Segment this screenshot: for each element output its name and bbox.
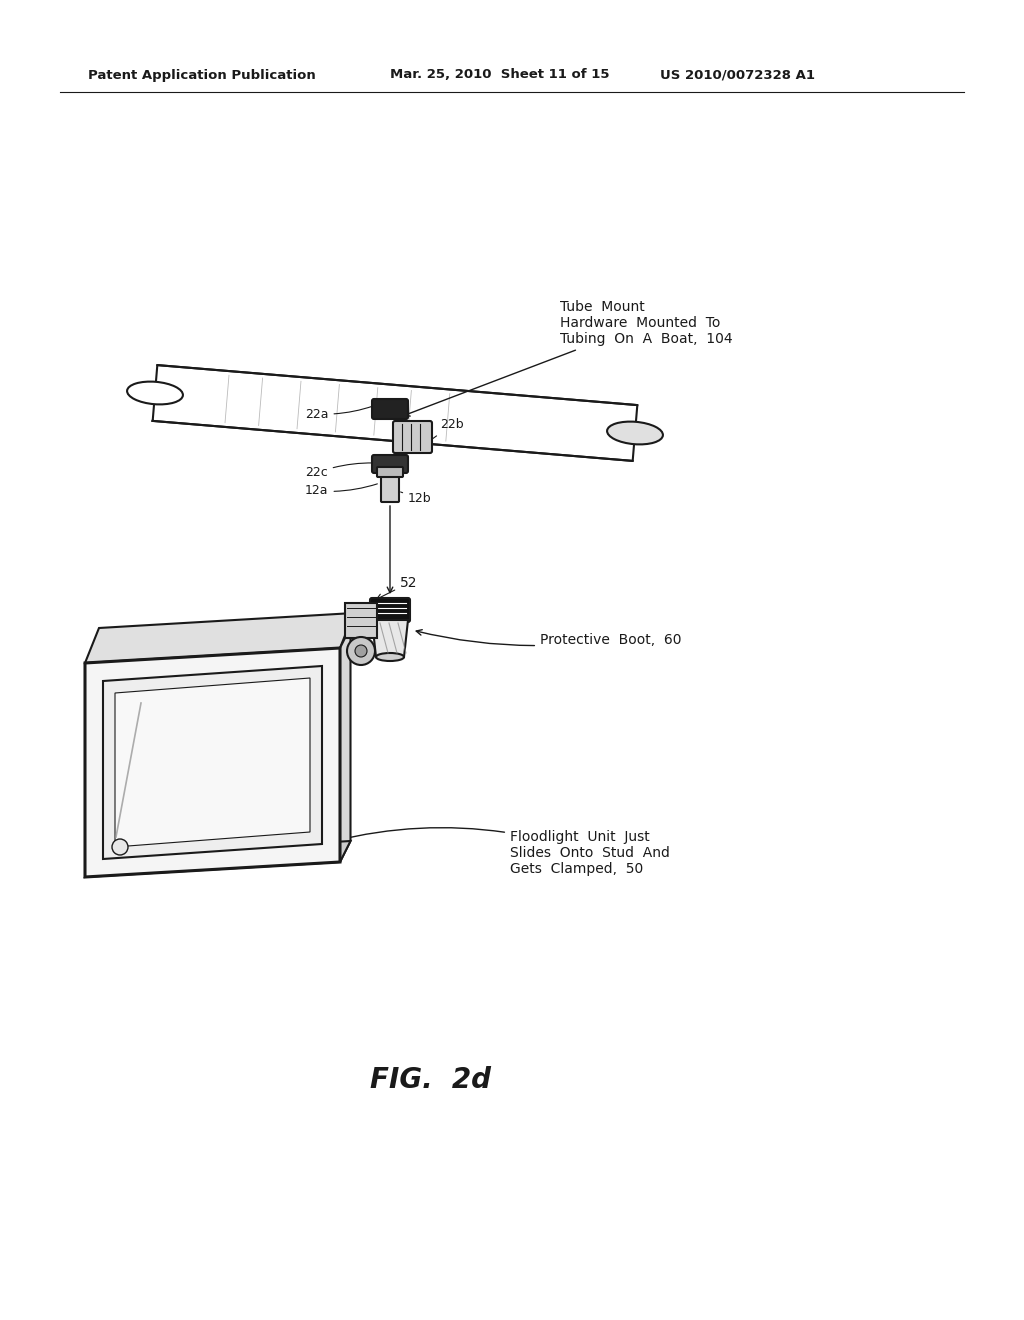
Text: 22b: 22b — [430, 418, 464, 441]
Text: 22c: 22c — [305, 463, 373, 479]
Ellipse shape — [376, 653, 404, 661]
FancyBboxPatch shape — [377, 467, 403, 477]
Polygon shape — [115, 678, 310, 847]
Text: Patent Application Publication: Patent Application Publication — [88, 69, 315, 82]
Polygon shape — [103, 667, 322, 859]
FancyBboxPatch shape — [393, 421, 432, 453]
Text: 12b: 12b — [400, 492, 432, 506]
Text: Floodlight  Unit  Just
Slides  Onto  Stud  And
Gets  Clamped,  50: Floodlight Unit Just Slides Onto Stud An… — [334, 828, 670, 876]
Circle shape — [347, 638, 375, 665]
Ellipse shape — [607, 421, 663, 445]
Polygon shape — [85, 648, 340, 876]
Ellipse shape — [127, 381, 183, 404]
FancyBboxPatch shape — [370, 598, 410, 622]
Circle shape — [355, 645, 367, 657]
FancyBboxPatch shape — [372, 399, 408, 418]
Text: 22a: 22a — [305, 407, 374, 421]
Text: 12a: 12a — [305, 484, 378, 498]
Polygon shape — [85, 612, 354, 663]
Text: Protective  Boot,  60: Protective Boot, 60 — [416, 630, 682, 647]
FancyBboxPatch shape — [381, 470, 399, 502]
Polygon shape — [340, 627, 350, 862]
Polygon shape — [372, 620, 408, 657]
Polygon shape — [345, 603, 377, 638]
Polygon shape — [153, 366, 637, 461]
FancyBboxPatch shape — [372, 455, 408, 473]
Polygon shape — [85, 841, 350, 876]
Text: Tube  Mount
Hardware  Mounted  To
Tubing  On  A  Boat,  104: Tube Mount Hardware Mounted To Tubing On… — [404, 300, 732, 416]
Text: US 2010/0072328 A1: US 2010/0072328 A1 — [660, 69, 815, 82]
Text: FIG.  2d: FIG. 2d — [370, 1067, 490, 1094]
Circle shape — [112, 840, 128, 855]
Text: Mar. 25, 2010  Sheet 11 of 15: Mar. 25, 2010 Sheet 11 of 15 — [390, 69, 609, 82]
Text: 52: 52 — [377, 576, 418, 599]
